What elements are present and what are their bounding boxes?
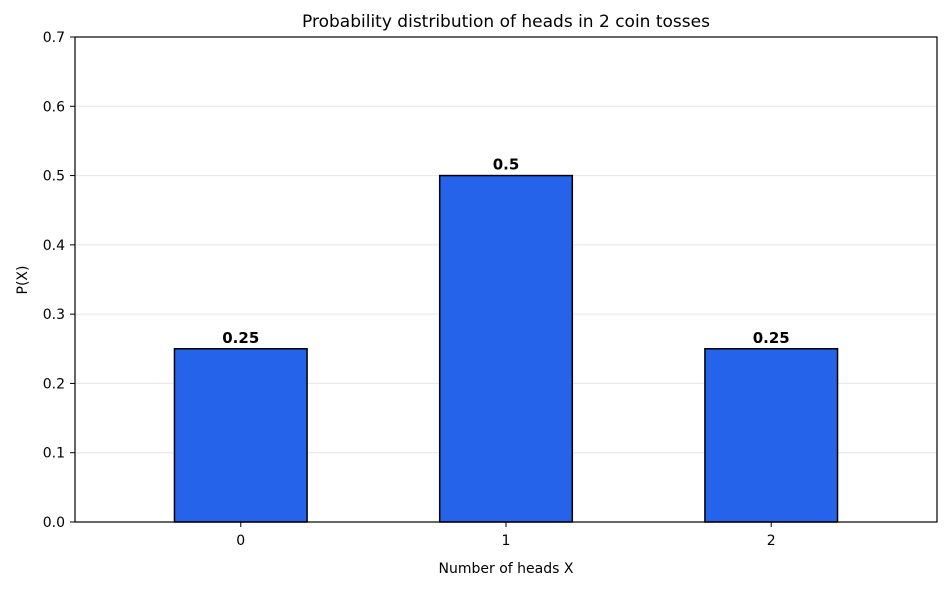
bar-0 — [173, 348, 308, 523]
y-tick-label: 0.0 — [43, 515, 65, 531]
x-axis-ticks: 0 1 2 — [236, 522, 776, 549]
y-tick-label: 0.1 — [43, 446, 65, 462]
y-tick-label: 0.4 — [43, 238, 65, 254]
bars — [173, 174, 839, 523]
y-tick-label: 0.6 — [43, 99, 65, 115]
bar-1 — [438, 174, 574, 523]
y-tick-label: 0.7 — [43, 30, 65, 46]
data-label: 0.25 — [222, 329, 259, 347]
x-tick-label: 0 — [236, 533, 245, 549]
chart-title: Probability distribution of heads in 2 c… — [302, 12, 710, 32]
x-tick-label: 1 — [502, 533, 511, 549]
y-tick-label: 0.2 — [43, 376, 65, 392]
data-label: 0.5 — [493, 156, 520, 174]
y-tick-label: 0.3 — [43, 307, 65, 323]
x-tick-label: 2 — [767, 533, 776, 549]
y-axis-ticks: 0.0 0.1 0.2 0.3 0.4 0.5 0.6 0.7 — [43, 30, 75, 531]
data-label: 0.25 — [753, 329, 790, 347]
x-axis-label: Number of heads X — [439, 561, 574, 577]
bar-2 — [704, 348, 839, 523]
y-axis-label: P(X) — [15, 266, 31, 295]
y-tick-label: 0.5 — [43, 169, 65, 185]
data-labels: 0.25 0.5 0.25 — [222, 156, 789, 347]
